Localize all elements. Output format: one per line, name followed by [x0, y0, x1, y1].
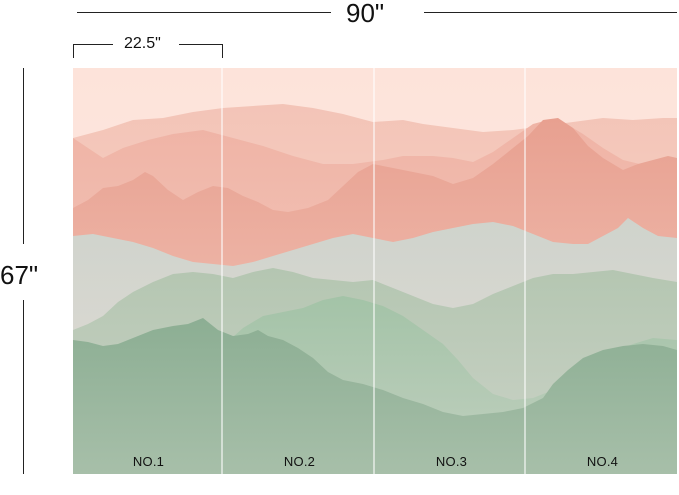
panel-label-1: NO.1: [132, 454, 165, 469]
height-label: 67": [0, 260, 39, 290]
mountain-layer-7: [73, 318, 677, 474]
panel-width-tick-left: [73, 44, 74, 58]
total-width-label: 90": [346, 0, 385, 28]
mountain-mural-artwork: [73, 68, 677, 474]
panel-width-label: 22.5": [124, 35, 161, 52]
panel-width-tick-right: [222, 44, 223, 58]
panel-label-2: NO.2: [283, 454, 316, 469]
height-line-bottom: [23, 300, 24, 474]
panel-label-3: NO.3: [435, 454, 468, 469]
height-line-top: [23, 68, 24, 244]
total-width-line-right: [424, 12, 677, 13]
total-width-line-left: [77, 12, 331, 13]
panel-label-4: NO.4: [586, 454, 619, 469]
panel-width-line-left: [73, 44, 113, 45]
panel-width-line-right: [179, 44, 222, 45]
